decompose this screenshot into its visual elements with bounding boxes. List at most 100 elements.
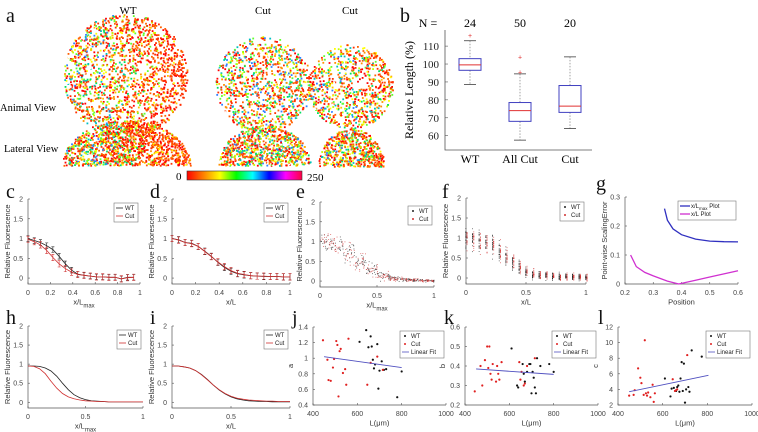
heatmap-dot: [152, 110, 155, 113]
heatmap-dot: [289, 118, 292, 120]
heatmap-dot: [121, 59, 124, 61]
heatmap-dot: [151, 35, 154, 38]
heatmap-dot: [280, 55, 283, 57]
heatmap-dot: [169, 108, 172, 111]
heatmap-dot: [129, 157, 132, 160]
heatmap-dot: [378, 59, 381, 61]
heatmap-dot: [226, 97, 229, 100]
heatmap-dot: [298, 95, 301, 98]
heatmap-dot: [359, 68, 362, 71]
heatmap-dot: [279, 87, 282, 89]
heatmap-dot: [147, 144, 150, 147]
heatmap-dot: [310, 83, 313, 86]
heatmap-dot: [262, 103, 264, 106]
heatmap-dot: [116, 25, 118, 27]
heatmap-dot: [305, 96, 307, 98]
heatmap-dot: [115, 81, 117, 83]
heatmap-dot: [374, 78, 376, 81]
heatmap-dot: [301, 93, 304, 95]
heatmap-dot: [262, 72, 265, 74]
heatmap-dot: [157, 62, 160, 64]
heatmap-dot: [248, 89, 251, 91]
heatmap-dot: [225, 88, 228, 91]
heatmap-dot: [267, 133, 269, 135]
heatmap-dot: [146, 131, 149, 133]
heatmap-dot: [321, 94, 324, 97]
heatmap-dot: [283, 107, 286, 110]
heatmap-dot: [272, 94, 275, 97]
heatmap-dot: [103, 149, 105, 151]
heatmap-dot: [345, 97, 348, 99]
heatmap-dot: [173, 92, 176, 94]
heatmap-dot: [366, 70, 369, 73]
heatmap-dot: [84, 72, 87, 75]
heatmap-dot: [139, 129, 141, 132]
heatmap-dot: [75, 42, 78, 45]
heatmap-dot: [135, 146, 137, 148]
heatmap-dot: [226, 93, 228, 96]
heatmap-dot: [124, 68, 127, 70]
heatmap-dot: [363, 114, 366, 117]
heatmap-dot: [268, 86, 271, 89]
heatmap-dot: [86, 161, 89, 164]
heatmap-dot: [66, 152, 69, 155]
heatmap-dot: [389, 76, 392, 79]
heatmap-dot: [339, 81, 342, 84]
heatmap-dot: [80, 143, 82, 145]
heatmap-dot: [228, 69, 230, 72]
heatmap-dot: [148, 47, 150, 50]
heatmap-dot: [333, 58, 336, 61]
heatmap-dot: [120, 49, 123, 52]
heatmap-dot: [375, 94, 377, 97]
heatmap-dot: [274, 94, 276, 96]
heatmap-dot: [134, 62, 137, 65]
heatmap-dot: [90, 38, 93, 41]
heatmap-dot: [270, 55, 272, 58]
heatmap-dot: [256, 48, 258, 51]
heatmap-dot: [160, 37, 162, 40]
heatmap-dot: [384, 64, 386, 67]
heatmap-dot: [170, 77, 173, 80]
heatmap-dot: [134, 137, 137, 140]
heatmap-dot: [80, 136, 83, 138]
heatmap-dot: [78, 98, 80, 100]
heatmap-dot: [253, 122, 256, 125]
heatmap-dot: [135, 40, 138, 43]
heatmap-dot: [171, 141, 173, 144]
heatmap-dot: [96, 154, 99, 157]
heatmap-dot: [179, 94, 182, 97]
heatmap-dot: [132, 126, 135, 128]
heatmap-dot: [359, 120, 362, 123]
heatmap-dot: [256, 53, 259, 56]
heatmap-dot: [230, 104, 232, 107]
heatmap-dot: [239, 74, 242, 77]
heatmap-dot: [216, 94, 219, 96]
heatmap-dot: [178, 156, 181, 159]
heatmap-dot: [152, 52, 155, 55]
heatmap-dot: [245, 88, 248, 91]
heatmap-dot: [87, 34, 90, 37]
heatmap-dot: [136, 148, 139, 150]
heatmap-dot: [90, 43, 92, 46]
heatmap-dot: [160, 158, 163, 160]
heatmap-dot: [86, 78, 89, 81]
heatmap-dot: [128, 130, 130, 133]
heatmap-dot: [246, 70, 249, 73]
heatmap-dot: [86, 31, 89, 34]
heatmap-dot: [166, 35, 168, 38]
heatmap-dot: [354, 116, 356, 118]
heatmap-dot: [116, 73, 119, 76]
heatmap-dot: [87, 58, 90, 60]
heatmap-dot: [148, 158, 151, 161]
heatmap-dot: [189, 158, 191, 160]
heatmap-dot: [120, 128, 123, 131]
heatmap-dot: [92, 63, 95, 66]
heatmap-dot: [102, 76, 105, 79]
heatmap-dot: [178, 60, 181, 62]
heatmap-dot: [282, 73, 285, 76]
heatmap-dot: [166, 68, 169, 70]
heatmap-dot: [174, 158, 177, 161]
heatmap-dot: [385, 69, 388, 72]
heatmap-dot: [138, 52, 141, 54]
heatmap-dot: [125, 127, 128, 130]
